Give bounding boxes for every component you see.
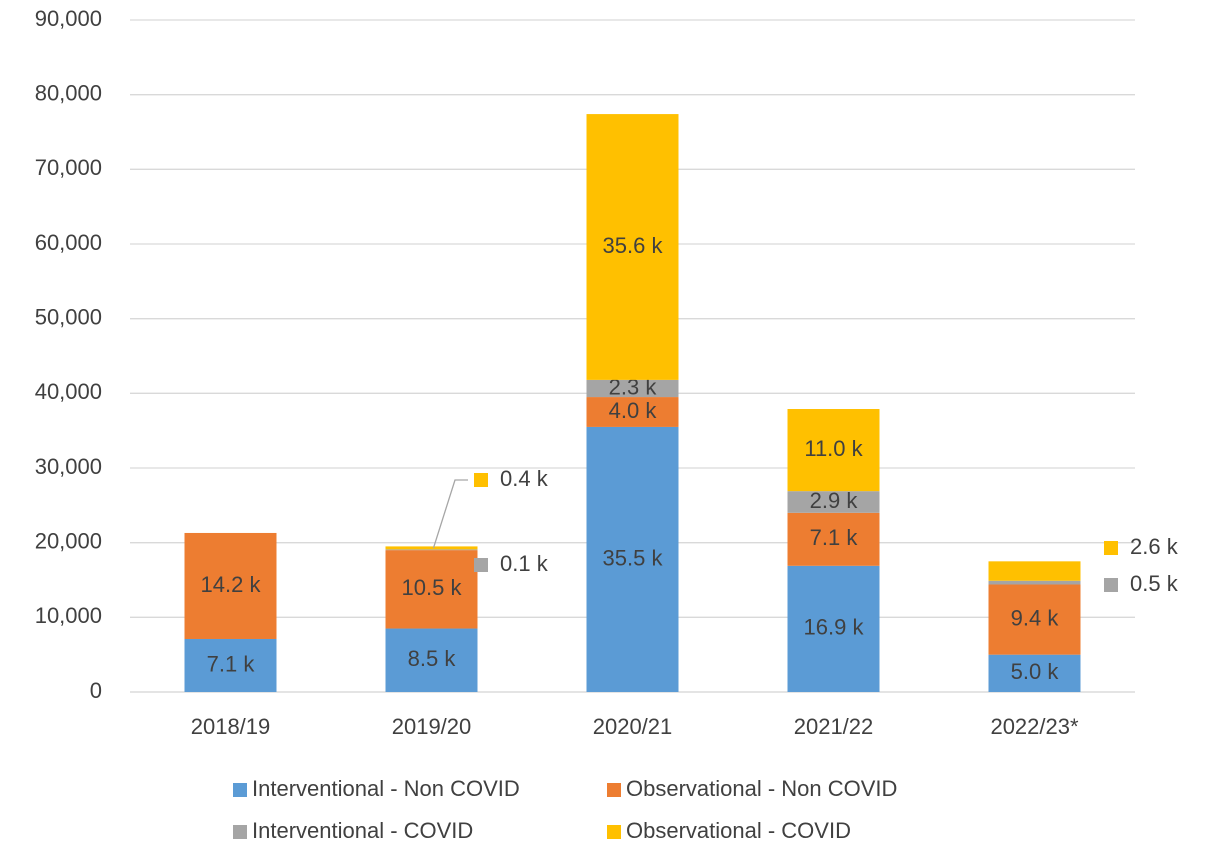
data-label: 11.0 k (804, 436, 863, 461)
bar-segment (988, 584, 1081, 655)
data-label: 35.5 k (603, 545, 664, 570)
bar-segment (988, 654, 1081, 692)
y-tick-label: 90,000 (35, 6, 102, 31)
y-tick-label: 40,000 (35, 379, 102, 404)
legend-key (607, 783, 621, 797)
data-label: 2.6 k (1130, 534, 1179, 559)
legend-label: Interventional - COVID (252, 818, 473, 843)
label-key (474, 473, 488, 487)
data-label: 8.5 k (408, 646, 457, 671)
y-tick-label: 80,000 (35, 80, 102, 105)
y-tick-label: 70,000 (35, 155, 102, 180)
data-label: 0.1 k (500, 551, 549, 576)
data-label: 10.5 k (402, 575, 463, 600)
bar-segment (988, 580, 1081, 585)
y-tick-label: 50,000 (35, 304, 102, 329)
bar-segment (586, 426, 679, 692)
label-key (1104, 541, 1118, 555)
bar-segment (586, 114, 679, 380)
legend-label: Observational - COVID (626, 818, 851, 843)
legend-label: Observational - Non COVID (626, 776, 897, 801)
bar-segment (586, 379, 679, 398)
data-label: 16.9 k (804, 615, 865, 640)
data-label: 0.5 k (1130, 571, 1179, 596)
bar-segment (385, 546, 478, 550)
legend-key (607, 825, 621, 839)
label-key (474, 558, 488, 572)
data-label: 35.6 k (603, 233, 664, 258)
bar-segment (184, 638, 277, 692)
x-tick-label: 2019/20 (392, 714, 472, 739)
y-tick-label: 0 (90, 678, 102, 703)
bar-segment (787, 512, 880, 566)
data-label: 14.2 k (201, 572, 262, 597)
data-label: 4.0 k (609, 398, 658, 423)
x-tick-label: 2022/23* (990, 714, 1079, 739)
bar-segment (787, 409, 880, 492)
bar-segment (586, 397, 679, 427)
bar-segment (385, 550, 478, 629)
bar-segment (988, 561, 1081, 581)
y-tick-label: 60,000 (35, 230, 102, 255)
x-tick-label: 2018/19 (191, 714, 271, 739)
data-label: 9.4 k (1011, 605, 1060, 630)
data-label: 7.1 k (207, 651, 256, 676)
bar-segment (787, 491, 880, 513)
bar-segment (385, 549, 478, 551)
data-label: 0.4 k (500, 466, 549, 491)
x-tick-label: 2021/22 (794, 714, 874, 739)
y-tick-label: 20,000 (35, 528, 102, 553)
legend-key (233, 825, 247, 839)
bar-segment (385, 628, 478, 692)
label-key (1104, 578, 1118, 592)
legend-key (233, 783, 247, 797)
legend-label: Interventional - Non COVID (252, 776, 520, 801)
data-label: 5.0 k (1011, 659, 1060, 684)
x-tick-label: 2020/21 (593, 714, 673, 739)
bar-segment (184, 532, 277, 639)
y-tick-label: 30,000 (35, 454, 102, 479)
bar-segment (787, 565, 880, 692)
y-tick-label: 10,000 (35, 603, 102, 628)
data-label: 7.1 k (810, 525, 859, 550)
leader-line (432, 479, 468, 549)
data-label: 2.9 k (810, 488, 859, 513)
